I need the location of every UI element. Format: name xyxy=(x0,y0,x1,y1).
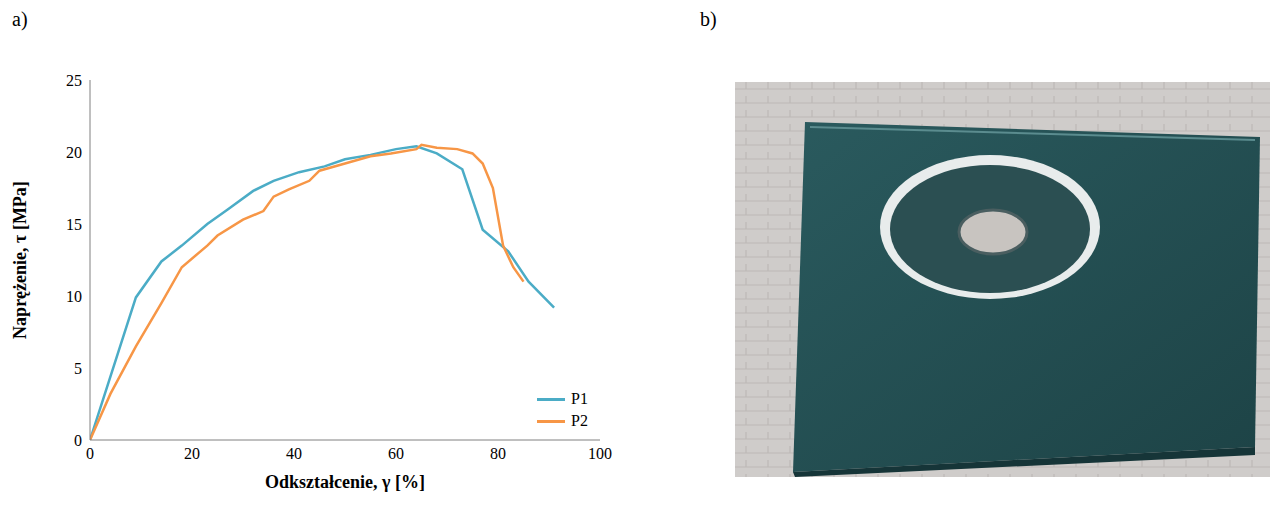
svg-text:80: 80 xyxy=(490,445,506,462)
svg-text:0: 0 xyxy=(86,445,94,462)
html-text:P1: P1 xyxy=(571,390,588,407)
svg-text:100: 100 xyxy=(588,445,612,462)
svg-text:Odkształcenie, γ [%]: Odkształcenie, γ [%] xyxy=(265,472,425,492)
html-text:a): a) xyxy=(12,8,28,30)
svg-text:25: 25 xyxy=(66,72,82,89)
svg-text:10: 10 xyxy=(66,288,82,305)
svg-text:20: 20 xyxy=(66,144,82,161)
html-text:P2: P2 xyxy=(571,412,588,429)
html-text:b): b) xyxy=(700,8,717,30)
svg-text:Naprężenie, τ [MPa]: Naprężenie, τ [MPa] xyxy=(10,181,30,339)
svg-text:40: 40 xyxy=(286,445,302,462)
svg-text:5: 5 xyxy=(74,360,82,377)
svg-text:0: 0 xyxy=(74,432,82,449)
svg-text:15: 15 xyxy=(66,216,82,233)
svg-text:60: 60 xyxy=(388,445,404,462)
svg-text:20: 20 xyxy=(184,445,200,462)
